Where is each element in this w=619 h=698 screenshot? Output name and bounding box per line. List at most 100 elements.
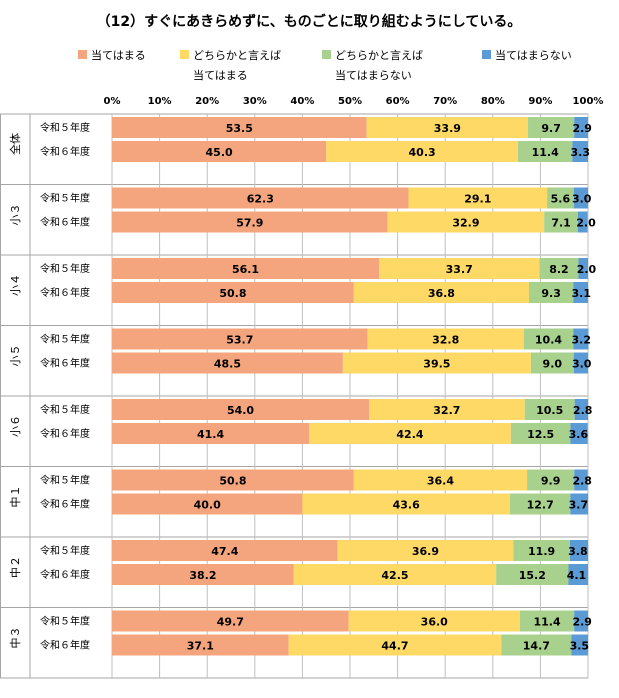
bar-segment-s2 [302, 493, 510, 515]
data-label-s3: 12.5 [527, 428, 554, 441]
data-label-s2: 33.9 [434, 122, 461, 135]
group-label: 全体 [8, 133, 22, 155]
row-label: 令和５年度 [40, 474, 90, 487]
bar-segment-s3 [528, 117, 575, 138]
data-label-s3: 9.7 [541, 122, 561, 135]
data-label-s3: 14.7 [523, 640, 550, 653]
row-label: 令和６年度 [40, 216, 90, 229]
data-label-s2: 43.6 [393, 499, 420, 512]
data-label-s3: 15.2 [519, 569, 546, 582]
bar-segment-s1 [112, 282, 354, 303]
x-tick-label-8: 80% [481, 96, 505, 107]
bar-segment-s2 [326, 141, 519, 162]
x-tick-label-2: 20% [195, 96, 219, 107]
data-label-s3: 8.2 [549, 263, 569, 276]
data-label-s1: 45.0 [206, 146, 233, 159]
bar-segment-s4 [573, 352, 588, 374]
bar-segment-s1 [112, 187, 409, 209]
bar-segment-s1 [112, 493, 303, 515]
bar-segment-s2 [348, 610, 520, 632]
x-tick-label-5: 50% [338, 96, 362, 107]
bar-segment-s1 [112, 423, 310, 444]
bar-segment-s2 [353, 282, 529, 303]
group-label: 中３ [9, 627, 22, 649]
bar-segment-s4 [570, 493, 588, 515]
data-label-s3: 9.3 [541, 287, 561, 300]
group-label: 小６ [9, 415, 22, 437]
bar-segment-s4 [574, 117, 588, 138]
data-label-s1: 50.8 [219, 287, 246, 300]
data-label-s1: 37.1 [187, 640, 214, 653]
bar-segment-s4 [571, 634, 588, 656]
bar-segment-s2 [342, 352, 531, 374]
data-label-s3: 11.4 [533, 616, 560, 629]
bar-segment-s3 [518, 141, 573, 162]
data-label-s4: 3.5 [570, 640, 590, 653]
bar-segment-s1 [112, 328, 368, 350]
x-tick-label-10: 100% [573, 96, 604, 107]
bar-segment-s2 [379, 258, 540, 279]
data-label-s2: 40.3 [409, 146, 436, 159]
bar-segment-s3 [544, 211, 579, 233]
bar-segment-s2 [337, 540, 514, 561]
bar-segment-s3 [524, 399, 575, 420]
data-label-s4: 3.8 [568, 545, 588, 558]
bar-segment-s4 [574, 469, 588, 491]
row-label: 令和６年度 [40, 639, 90, 652]
bar-segment-s3 [513, 540, 570, 561]
group-label: 中２ [9, 556, 22, 578]
data-label-s3: 10.5 [536, 404, 563, 417]
bar-segment-s2 [353, 469, 528, 491]
group-label: 中１ [9, 486, 22, 508]
group-label: 小５ [9, 345, 22, 367]
legend-label-4-1: 当てはまらない [495, 48, 572, 62]
group-label: 小４ [9, 274, 22, 296]
row-label: 令和５年度 [40, 544, 90, 557]
data-label-s2: 36.8 [428, 287, 455, 300]
data-label-s4: 3.6 [569, 428, 589, 441]
bar-segment-s1 [112, 352, 343, 374]
legend-swatch-2 [180, 50, 189, 59]
legend-swatch-4 [482, 50, 491, 59]
x-tick-label-4: 40% [290, 96, 314, 107]
data-label-s4: 3.1 [571, 287, 591, 300]
bar-segment-s3 [539, 258, 579, 279]
bar-segment-s1 [112, 117, 367, 138]
bar-segment-s1 [112, 211, 388, 233]
data-label-s1: 40.0 [194, 499, 221, 512]
bar-segment-s1 [112, 540, 338, 561]
legend-label-2-1: どちらかと言えば [193, 49, 281, 62]
bar-segment-s2 [408, 187, 548, 209]
data-label-s1: 41.4 [197, 428, 224, 441]
data-label-s1: 48.5 [214, 358, 241, 371]
bar-segment-s1 [112, 469, 354, 491]
data-label-s3: 10.4 [535, 334, 562, 347]
bar-segment-s3 [496, 564, 569, 585]
bar-segment-s3 [510, 423, 571, 444]
data-label-s2: 32.7 [433, 404, 460, 417]
data-label-s1: 38.2 [189, 569, 216, 582]
data-label-s1: 62.3 [247, 193, 274, 206]
data-label-s2: 42.4 [396, 428, 423, 441]
x-tick-label-7: 70% [433, 96, 457, 107]
data-label-s2: 36.4 [427, 475, 454, 488]
data-label-s2: 32.9 [452, 217, 479, 230]
group-label: 小３ [9, 204, 22, 226]
bar-segment-s4 [570, 423, 588, 444]
data-label-s4: 2.0 [577, 263, 597, 276]
bar-segment-s3 [523, 328, 574, 350]
row-label: 令和５年度 [40, 121, 90, 134]
data-label-s2: 33.7 [446, 263, 473, 276]
data-label-s4: 2.0 [576, 217, 596, 230]
bar-segment-s1 [112, 564, 294, 585]
legend-label-1-1: 当てはまる [91, 48, 146, 62]
data-label-s2: 36.9 [412, 545, 439, 558]
data-label-s3: 12.7 [527, 499, 554, 512]
bar-segment-s3 [528, 282, 574, 303]
bar-segment-s2 [366, 117, 529, 138]
data-label-s4: 3.0 [572, 193, 592, 206]
data-label-s4: 2.9 [572, 616, 592, 629]
bar-segment-s1 [112, 399, 370, 420]
